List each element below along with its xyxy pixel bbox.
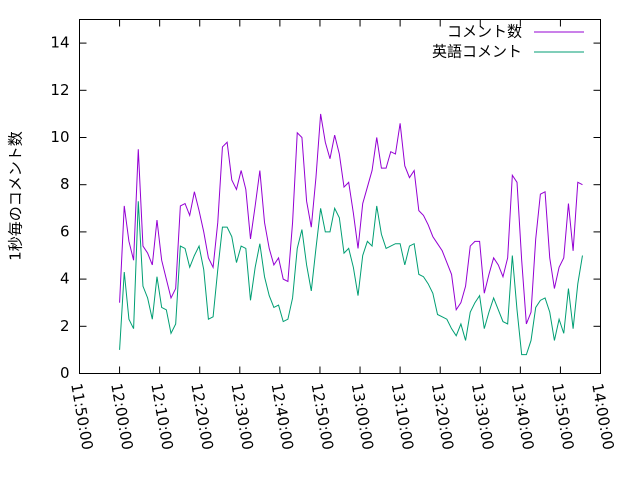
- y-tick-label: 14: [50, 34, 69, 52]
- y-tick-label: 12: [50, 81, 69, 99]
- y-tick-label: 10: [50, 128, 69, 146]
- y-tick-label: 4: [60, 270, 70, 288]
- series-line: [119, 201, 583, 356]
- series-line: [119, 113, 583, 325]
- plot-border: [79, 19, 601, 374]
- y-axis-label: 1秒毎のコメント数: [7, 131, 25, 261]
- legend-label: コメント数: [447, 23, 522, 41]
- y-tick-label: 8: [60, 175, 70, 193]
- y-tick-label: 0: [60, 364, 70, 382]
- y-tick-label: 6: [60, 222, 70, 240]
- legend-label: 英語コメント: [432, 43, 522, 61]
- y-tick-label: 2: [60, 317, 70, 335]
